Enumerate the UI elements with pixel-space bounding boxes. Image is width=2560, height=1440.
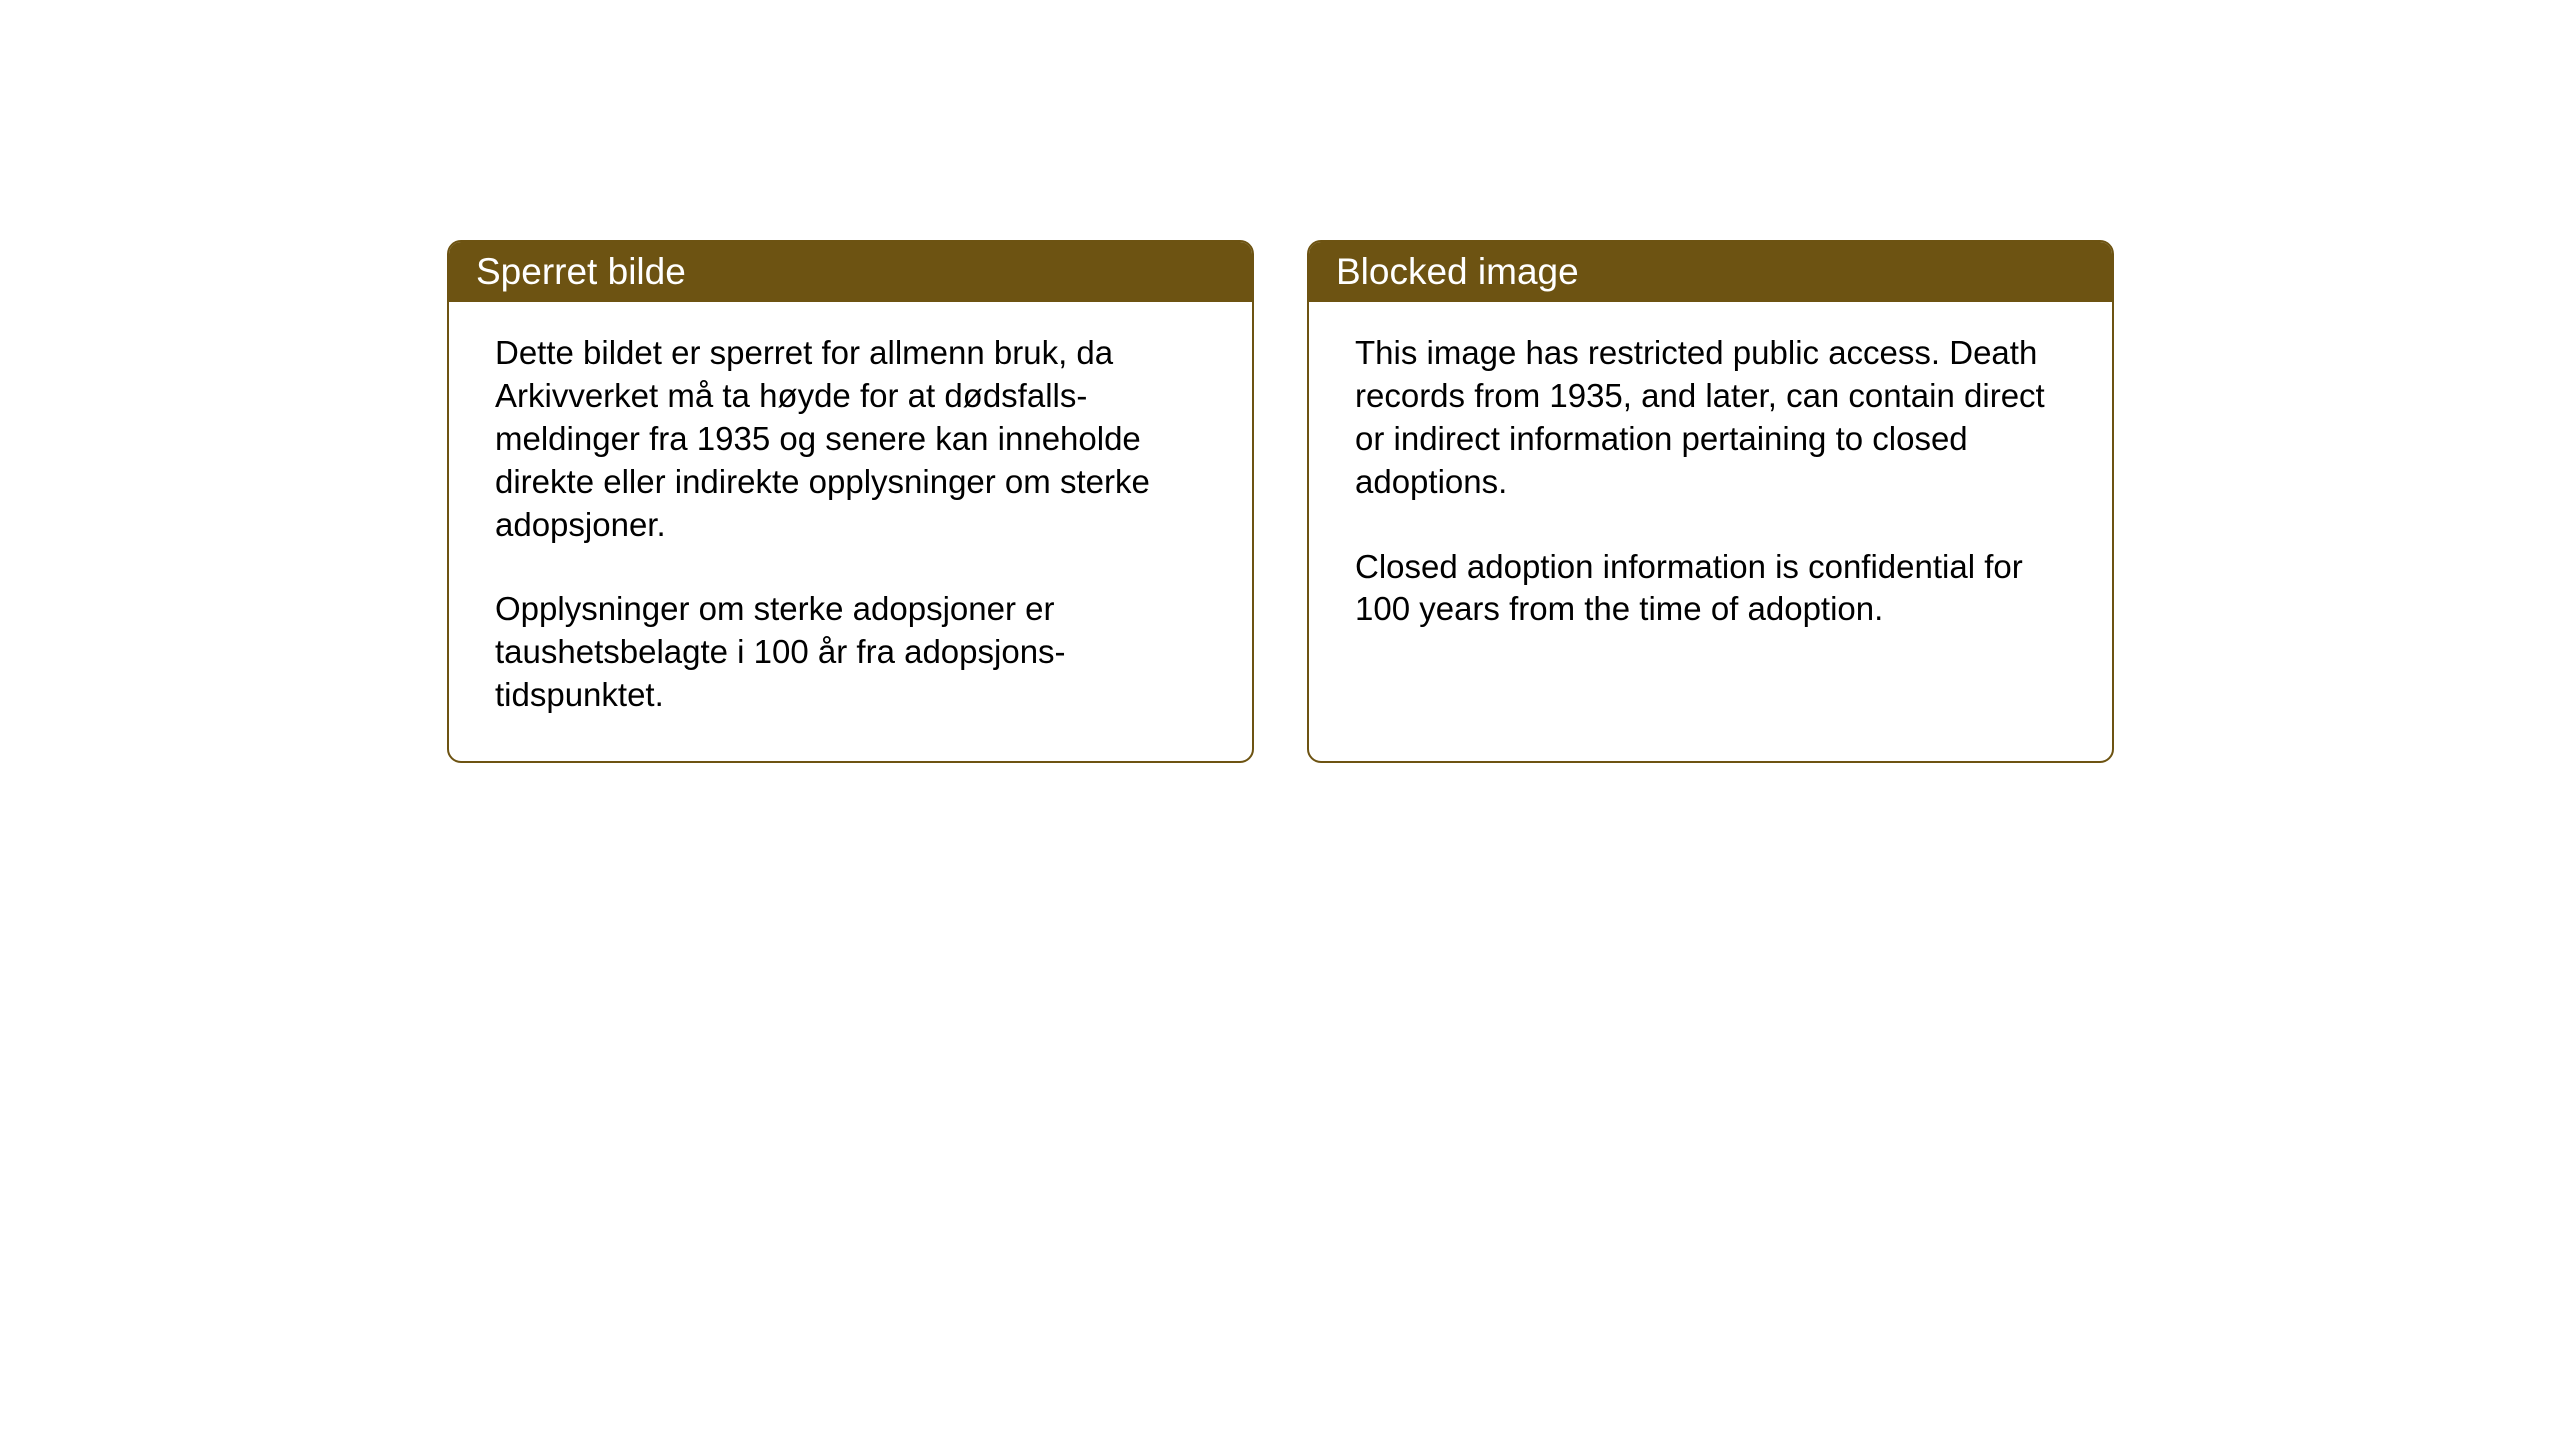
cards-container: Sperret bilde Dette bildet er sperret fo… [447,240,2114,763]
card-header-norwegian: Sperret bilde [449,242,1252,302]
card-norwegian: Sperret bilde Dette bildet er sperret fo… [447,240,1254,763]
card-paragraph: Opplysninger om sterke adopsjoner er tau… [495,588,1206,717]
card-body-norwegian: Dette bildet er sperret for allmenn bruk… [449,302,1252,761]
card-paragraph: This image has restricted public access.… [1355,332,2066,504]
card-header-title: Blocked image [1336,251,1579,292]
card-english: Blocked image This image has restricted … [1307,240,2114,763]
card-body-english: This image has restricted public access.… [1309,302,2112,675]
card-header-english: Blocked image [1309,242,2112,302]
card-paragraph: Dette bildet er sperret for allmenn bruk… [495,332,1206,546]
card-header-title: Sperret bilde [476,251,686,292]
card-paragraph: Closed adoption information is confident… [1355,546,2066,632]
